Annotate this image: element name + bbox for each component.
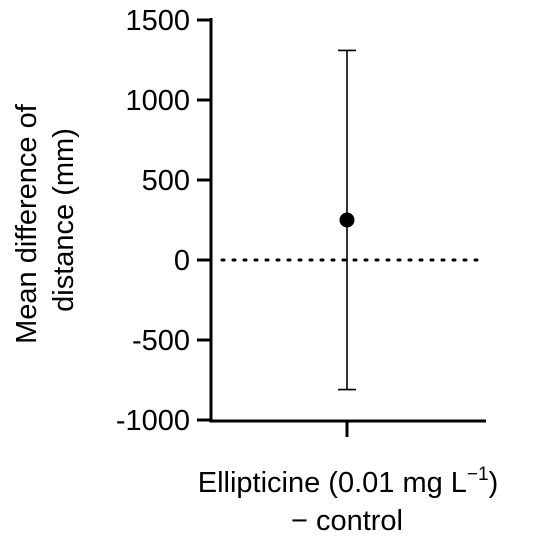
x-axis-label-main: Ellipticine (0.01 mg L: [198, 467, 467, 499]
y-axis-label: Mean difference of distance (mm): [11, 96, 80, 344]
y-tick-label: 1500: [125, 5, 190, 37]
y-tick-label: 500: [142, 165, 190, 197]
y-axis-label-line1: Mean difference of: [11, 103, 43, 344]
y-tick-label: 0: [174, 245, 190, 277]
mean-point: [339, 212, 355, 228]
x-axis-label-close: ): [489, 467, 499, 499]
x-axis-label-line2: − control: [291, 505, 403, 537]
y-tick-label: -500: [132, 325, 190, 357]
data-points: [338, 49, 356, 391]
x-axis-label-superscript: −1: [467, 464, 489, 485]
y-tick-label: -1000: [116, 405, 190, 437]
y-axis-label-line2: distance (mm): [48, 128, 80, 312]
x-axis-label-line1: Ellipticine (0.01 mg L−1): [198, 464, 499, 499]
y-tick-label: 1000: [125, 85, 190, 117]
y-ticks: 1500 1000 500 0 -500 -1000: [116, 5, 211, 437]
